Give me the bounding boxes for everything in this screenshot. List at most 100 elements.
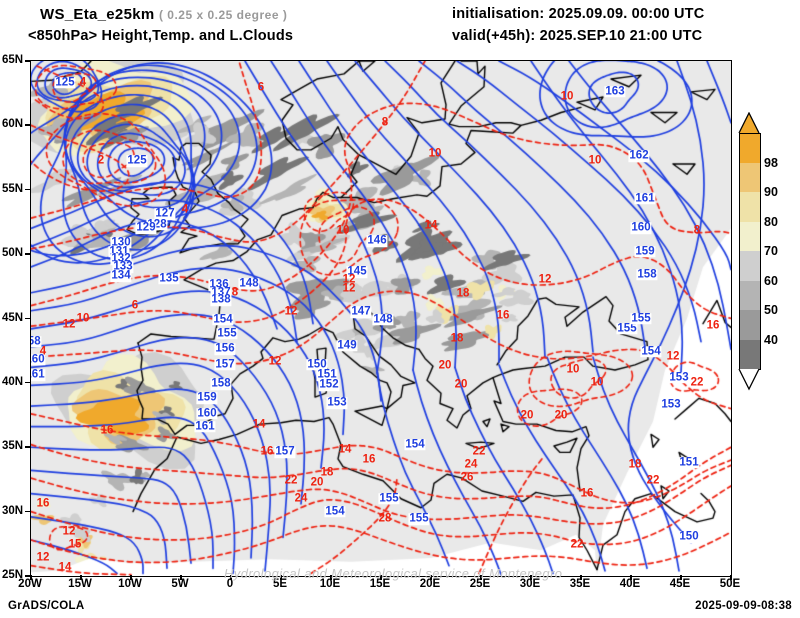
- valid-time: valid(+45h): 2025.SEP.10 21:00 UTC: [452, 28, 703, 44]
- x-axis-tick-mark: [530, 575, 532, 580]
- height-contour-label: 158: [210, 377, 232, 390]
- colorbar-tick-label: 90: [764, 185, 778, 199]
- x-axis-tick-mark: [430, 575, 432, 580]
- height-contour-label: 158: [31, 335, 42, 348]
- x-axis-tick-mark: [30, 575, 32, 580]
- temperature-contour-label: 16: [362, 453, 376, 466]
- height-contour-label: 127: [154, 207, 176, 220]
- y-axis-tick-label: 50N: [2, 247, 24, 260]
- temperature-contour-label: 20: [438, 359, 452, 372]
- height-contour-label: 138: [210, 293, 232, 307]
- temperature-contour-label: 16: [580, 486, 594, 499]
- temperature-contour-label: 10: [566, 363, 580, 376]
- x-axis-tick-mark: [380, 575, 382, 580]
- temperature-contour-label: 15: [68, 538, 82, 551]
- x-axis-tick-mark: [130, 575, 132, 580]
- temperature-contour-label: 4: [79, 76, 87, 89]
- height-contour-label: 160: [196, 407, 218, 420]
- colorbar-segment: [739, 221, 761, 251]
- temperature-contour-label: 20: [554, 409, 568, 422]
- height-contour-label: 159: [634, 244, 656, 258]
- temperature-contour-label: 12: [666, 350, 680, 363]
- height-contour-label: 150: [678, 530, 700, 544]
- x-axis-tick-label: 20W: [18, 578, 42, 590]
- height-contour-label: 125: [54, 76, 76, 89]
- x-axis-tick-mark: [680, 575, 682, 580]
- height-contour-label: 151: [678, 455, 700, 469]
- temperature-contour-label: 26: [460, 471, 474, 484]
- height-contour-label: 153: [326, 396, 348, 410]
- y-axis-tick-label: 45N: [2, 311, 24, 324]
- temperature-contour-label: 12: [268, 355, 282, 368]
- height-contour-label: 156: [214, 342, 236, 356]
- model-title-row: WS_Eta_e25km ( 0.25 x 0.25 degree ): [40, 6, 287, 24]
- x-axis-tick-mark: [580, 575, 582, 580]
- x-axis-tick-label: 45E: [669, 578, 691, 590]
- height-contour-label: 136: [208, 278, 230, 291]
- height-contour-label: 154: [212, 313, 234, 326]
- colorbar-segment: [739, 280, 761, 310]
- temperature-contour-label: 6: [131, 298, 139, 311]
- x-axis-tick-label: 35E: [569, 578, 591, 590]
- height-contour-label: 152: [318, 378, 340, 392]
- colorbar-tick-label: 70: [764, 244, 778, 258]
- temperature-contour-label: 20: [310, 476, 324, 489]
- temperature-contour-label: 10: [76, 311, 90, 324]
- y-axis-tick-mark: [25, 317, 30, 319]
- y-axis-tick-mark: [25, 60, 30, 62]
- colorbar-bottom-arrow: [739, 369, 759, 389]
- height-contour-label: 132: [110, 252, 132, 266]
- height-contour-label: 153: [668, 370, 690, 384]
- colorbar-segment: [739, 310, 761, 340]
- colorbar-tick-label: 40: [764, 332, 778, 347]
- x-axis-tick-label: 20E: [419, 578, 441, 590]
- height-contour-label: 162: [628, 149, 650, 163]
- chart-header: WS_Eta_e25km ( 0.25 x 0.25 degree ) <850…: [0, 0, 800, 52]
- temperature-contour-label: 14: [252, 418, 266, 431]
- height-contour-label: 133: [112, 260, 134, 273]
- temperature-contour-label: 12: [284, 305, 298, 318]
- temperature-contour-label: 16: [36, 497, 50, 510]
- temperature-contour-label: 22: [690, 376, 704, 389]
- temperature-contour-label: 8: [693, 224, 701, 237]
- temperature-contour-label: 16: [706, 319, 720, 332]
- map-plot-area[interactable]: 125 125 127 128 129 130 131 132 133 134 135 136 137 1…: [30, 60, 732, 577]
- temperature-contour-label: 24: [464, 458, 478, 471]
- footer-timestamp: 2025-09-09-08:38: [695, 600, 792, 612]
- x-axis-tick-label: 10E: [319, 578, 341, 590]
- temperature-contour-label: 20: [454, 378, 468, 391]
- temperature-contour-label: 20: [520, 409, 534, 422]
- colorbar-segment: [739, 162, 761, 192]
- x-axis-tick-label: 25E: [469, 578, 491, 590]
- temperature-contour-label: 16: [496, 309, 510, 322]
- x-axis-tick-mark: [730, 575, 732, 580]
- colorbar-tick-label: 98: [764, 155, 778, 170]
- colorbar-tick-label: 60: [764, 273, 778, 288]
- height-contour-label: 125: [126, 154, 148, 168]
- temperature-contour-label: 16: [260, 445, 274, 458]
- cloud-cover-colorbar: [738, 112, 761, 391]
- temperature-contour-label: 12: [62, 525, 76, 538]
- y-axis-tick-mark: [25, 188, 30, 191]
- y-axis-tick-label: 30N: [2, 504, 24, 517]
- y-axis-tick-label: 65N: [2, 54, 24, 66]
- height-contour-label: 161: [31, 369, 46, 381]
- temperature-contour-label: 22: [472, 445, 486, 458]
- height-contour-label: 155: [216, 327, 238, 340]
- colorbar-tick-label: 50: [764, 303, 778, 317]
- height-contour-label: 147: [350, 305, 372, 318]
- height-contour-label: 154: [324, 504, 346, 518]
- y-axis-tick-mark: [25, 575, 30, 577]
- temperature-contour-label: 22: [646, 473, 660, 486]
- x-axis-tick-label: 50E: [719, 578, 741, 590]
- x-axis-tick-label: 5E: [272, 578, 288, 590]
- y-axis-tick-label: 55N: [2, 182, 24, 195]
- temperature-contour-label: 14: [338, 443, 352, 456]
- y-axis-tick-mark: [25, 253, 30, 255]
- height-contour-label: 149: [336, 338, 358, 352]
- temperature-contour-label: 22: [284, 473, 298, 486]
- temperature-contour-label: 10: [588, 154, 602, 167]
- x-axis-tick-label: 5W: [171, 578, 189, 590]
- temperature-contour-label: 28: [378, 512, 392, 525]
- height-contour-label: 130: [110, 235, 132, 249]
